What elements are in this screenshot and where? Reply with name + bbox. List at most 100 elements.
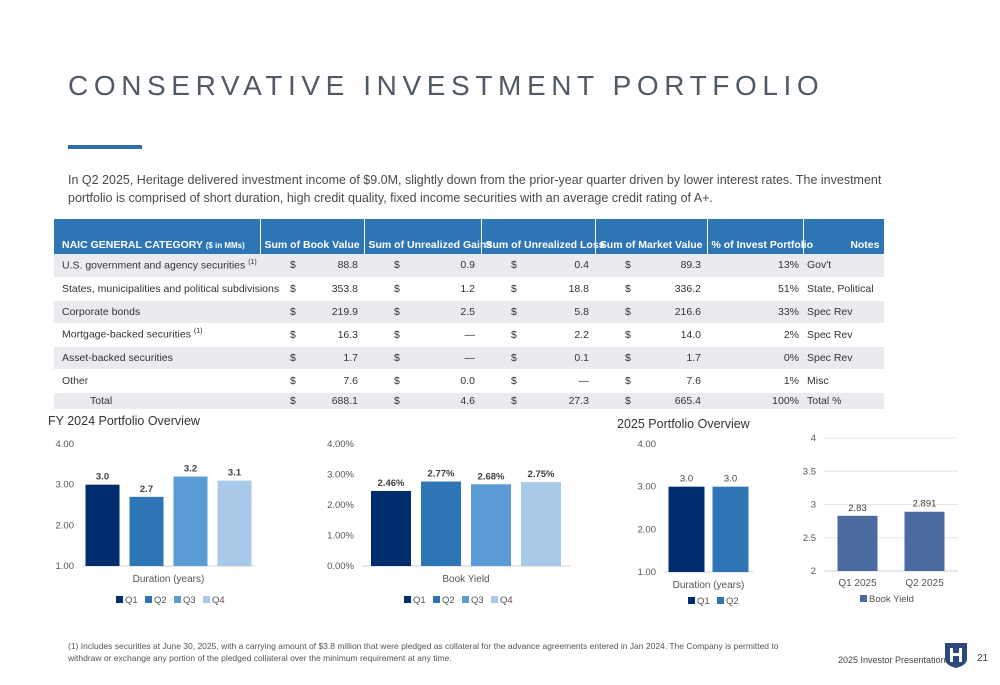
x-tick-label: Q1 2025 — [838, 578, 877, 589]
legend-swatch — [404, 596, 411, 603]
market-value: $336.2 — [595, 277, 707, 301]
data-label: 2.77% — [428, 469, 455, 480]
pct-of-portfolio: 100% — [707, 392, 803, 410]
row-category: Mortgage-backed securities (1) — [54, 323, 260, 347]
bar-q1 — [371, 490, 411, 566]
y-tick-label: 2.00 — [638, 524, 657, 535]
bar-q1 — [85, 484, 120, 566]
bar-q2-2025 — [904, 511, 945, 571]
pct-of-portfolio: 51% — [707, 277, 803, 301]
y-tick-label: 0.00% — [327, 561, 354, 572]
currency-sign: $ — [625, 305, 631, 318]
book-value: $688.1 — [260, 392, 364, 410]
currency-sign: $ — [625, 282, 631, 295]
legend-entry: Q2 — [726, 596, 739, 607]
currency-sign: $ — [290, 351, 296, 364]
legend-swatch — [717, 597, 724, 604]
unrealized-gains-value: 1.2 — [460, 282, 475, 295]
y2025-section-title: 2025 Portfolio Overview — [617, 417, 750, 431]
heritage-logo-icon — [945, 643, 967, 668]
intro-paragraph: In Q2 2025, Heritage delivered investmen… — [68, 173, 882, 205]
currency-sign: $ — [511, 328, 517, 341]
book-value: $88.8 — [260, 254, 364, 278]
col-header-pct: % of Invest Portfolio — [707, 219, 813, 254]
unrealized-loss-value: 2.2 — [574, 328, 589, 341]
currency-sign: $ — [394, 259, 400, 272]
data-label: 2.46% — [378, 478, 405, 489]
table-row: U.S. government and agency securities (1… — [54, 254, 884, 278]
currency-sign: $ — [290, 394, 296, 407]
y-tick-label: 3.00% — [327, 470, 354, 481]
currency-sign: $ — [290, 328, 296, 341]
unrealized-loss: $27.3 — [481, 392, 595, 410]
col-header-notes: Notes — [803, 219, 885, 254]
table-total-row: Total $688.1 $4.6 $27.3 $665.4 100% Total % — [54, 392, 884, 410]
data-label: 3.0 — [724, 474, 737, 485]
unrealized-loss-value: 0.4 — [574, 259, 589, 272]
x-axis-label: Duration (years) — [673, 580, 745, 591]
legend-entry: Book Yield — [869, 594, 914, 605]
bar-q2 — [421, 481, 461, 566]
x-tick-label: Q2 2025 — [905, 578, 944, 589]
unrealized-loss: $ — — [481, 369, 595, 393]
fy24-duration-chart: 4.00 3.00 2.00 1.00 3.0 2.7 3.2 3.1 Duration (ye… — [56, 439, 255, 606]
col-header-market: Sum of Market Value — [595, 219, 708, 254]
bar-q4 — [521, 482, 561, 566]
currency-sign: $ — [394, 351, 400, 364]
unrealized-loss: $18.8 — [481, 277, 595, 301]
pct-of-portfolio: 13% — [707, 254, 803, 278]
footnote: (1) Includes securities at June 30, 2025… — [68, 641, 779, 663]
unrealized-gains: $1.2 — [364, 277, 481, 301]
table-row: Corporate bonds $219.9 $2.5 $5.8 $216.6 33% Sp… — [54, 300, 884, 324]
row-category: States, municipalities and political sub… — [54, 277, 279, 301]
currency-sign: $ — [511, 351, 517, 364]
col-header-category-text: NAIC GENERAL CATEGORY — [62, 239, 203, 251]
row-category: U.S. government and agency securities (1… — [54, 254, 260, 278]
col-header-book: Sum of Book Value — [260, 219, 365, 254]
book-value: $7.6 — [260, 369, 364, 393]
col-header-category: NAIC GENERAL CATEGORY ($ in MMs) — [54, 219, 261, 254]
currency-sign: $ — [625, 394, 631, 407]
market-value-value: 89.3 — [680, 259, 701, 272]
legend-entry: Q4 — [500, 595, 513, 606]
y-tick-label: 3.00 — [56, 480, 75, 491]
book-value-value: 688.1 — [331, 394, 358, 407]
book-value-value: 1.7 — [343, 351, 358, 364]
x-axis-label: Book Yield — [442, 574, 489, 585]
market-value: $14.0 — [595, 323, 707, 347]
book-value: $1.7 — [260, 346, 364, 370]
book-value: $219.9 — [260, 300, 364, 324]
row-category: Corporate bonds — [54, 300, 260, 324]
legend-entry: Q3 — [471, 595, 484, 606]
data-label: 3.0 — [96, 472, 109, 483]
portfolio-table: NAIC GENERAL CATEGORY ($ in MMs) Sum of … — [54, 219, 885, 410]
legend-entry: Q1 — [697, 596, 710, 607]
pct-of-portfolio: 1% — [707, 369, 803, 393]
row-notes: Gov't — [803, 254, 884, 278]
row-notes: Spec Rev — [803, 300, 884, 324]
row-notes: Spec Rev — [803, 323, 884, 347]
footer-label: 2025 Investor Presentation — [838, 655, 946, 665]
currency-sign: $ — [290, 259, 296, 272]
y-tick-label: 2.00 — [56, 520, 75, 531]
data-label: 2.75% — [528, 469, 555, 480]
market-value: $216.6 — [595, 300, 707, 324]
y-tick-label: 4.00 — [56, 439, 75, 450]
market-value-value: 7.6 — [686, 374, 701, 387]
data-label: 2.7 — [140, 484, 153, 495]
unrealized-loss-value: 5.8 — [574, 305, 589, 318]
book-value-value: 353.8 — [331, 282, 358, 295]
currency-sign: $ — [511, 394, 517, 407]
legend-swatch — [462, 596, 469, 603]
currency-sign: $ — [394, 328, 400, 341]
fy2024-section-title: FY 2024 Portfolio Overview — [48, 414, 200, 428]
pct-of-portfolio: 2% — [707, 323, 803, 347]
unrealized-gains-value: 2.5 — [460, 305, 475, 318]
legend-swatch — [860, 595, 867, 602]
legend-entry: Q1 — [413, 595, 426, 606]
market-value-value: 1.7 — [686, 351, 701, 364]
market-value: $665.4 — [595, 392, 707, 410]
footnote-ref: (1) — [248, 259, 257, 266]
legend-swatch — [145, 596, 152, 603]
currency-sign: $ — [394, 305, 400, 318]
